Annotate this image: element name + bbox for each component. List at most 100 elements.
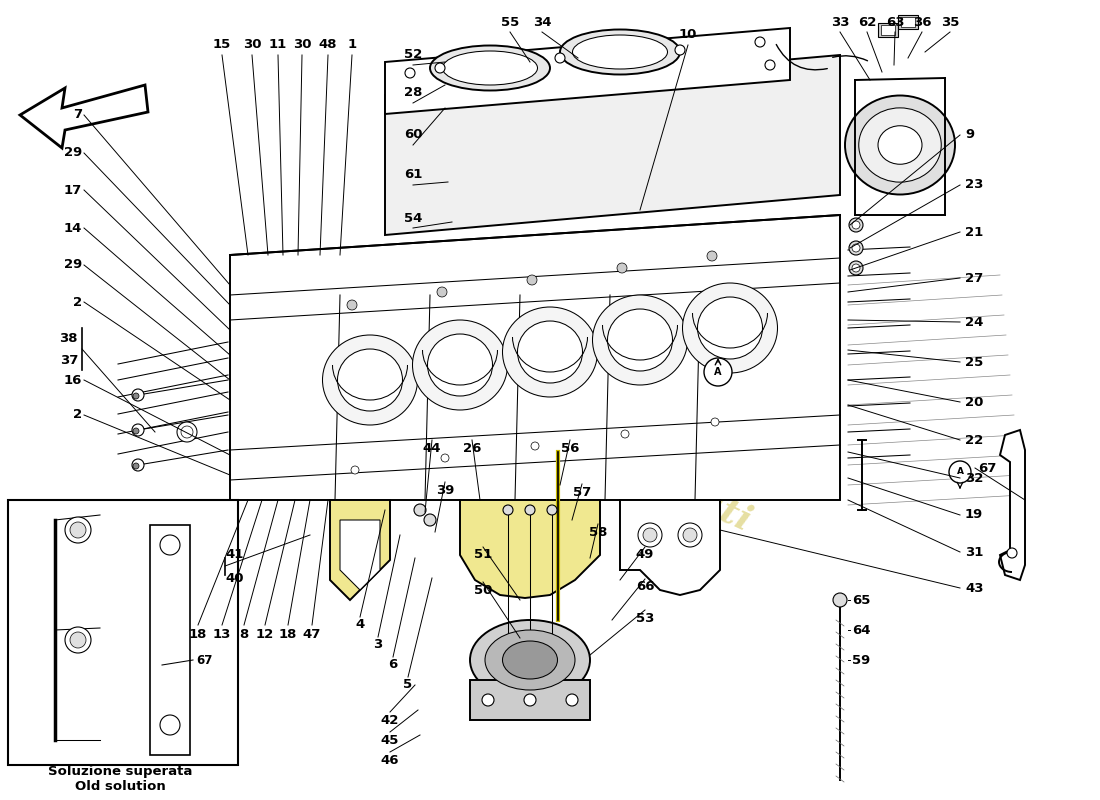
Text: 16: 16 [64,374,82,386]
Text: 15: 15 [213,38,231,51]
Ellipse shape [682,283,778,373]
Circle shape [65,627,91,653]
Ellipse shape [593,295,688,385]
Text: 56: 56 [561,442,580,454]
Text: 3: 3 [373,638,383,651]
Ellipse shape [470,620,590,700]
Text: 47: 47 [302,629,321,642]
Text: 27: 27 [965,271,983,285]
Text: 54: 54 [404,211,422,225]
Text: 29: 29 [64,258,82,271]
Text: 20: 20 [965,395,983,409]
Circle shape [503,505,513,515]
Circle shape [133,428,139,434]
Ellipse shape [845,95,955,194]
Text: 44: 44 [422,442,441,454]
Circle shape [441,454,449,462]
Text: Old solution: Old solution [75,781,165,794]
Bar [901,17,915,27]
Text: 35: 35 [940,15,959,29]
Text: A: A [957,467,964,477]
Circle shape [132,424,144,436]
Circle shape [755,37,764,47]
Ellipse shape [485,630,575,690]
Text: 51: 51 [474,549,492,562]
Text: 67: 67 [978,462,997,474]
Text: 6: 6 [388,658,397,671]
Bar [150,525,190,755]
Text: 24: 24 [965,315,983,329]
Circle shape [852,264,860,272]
Circle shape [949,461,971,483]
Text: 23: 23 [965,178,983,191]
Circle shape [711,418,719,426]
Polygon shape [330,500,390,600]
Circle shape [160,535,180,555]
Text: 12: 12 [256,629,274,642]
Text: 13: 13 [212,629,231,642]
Text: 37: 37 [59,354,78,366]
Circle shape [70,632,86,648]
Bar [470,680,590,720]
Text: 8: 8 [240,629,249,642]
Text: 2: 2 [73,295,82,309]
Text: 66: 66 [636,581,654,594]
Text: 1: 1 [348,38,356,51]
Circle shape [351,466,359,474]
Text: 43: 43 [965,582,983,594]
Text: 18: 18 [189,629,207,642]
Text: 30: 30 [293,38,311,51]
Text: 10: 10 [679,29,697,42]
Text: 22: 22 [965,434,983,446]
Circle shape [524,694,536,706]
Polygon shape [460,500,600,598]
Ellipse shape [503,307,597,397]
Text: 33: 33 [830,15,849,29]
Text: 49: 49 [636,549,654,562]
Polygon shape [385,55,840,235]
Text: 42: 42 [381,714,399,726]
Circle shape [678,523,702,547]
Ellipse shape [503,641,558,679]
Text: A: A [714,367,722,377]
Text: 62: 62 [858,15,877,29]
Text: 65: 65 [852,594,870,606]
Polygon shape [620,500,721,595]
FancyBboxPatch shape [8,500,238,765]
Ellipse shape [322,335,418,425]
Ellipse shape [442,51,538,85]
Text: 48: 48 [319,38,338,51]
Text: 64: 64 [852,623,870,637]
Text: 61: 61 [404,169,422,182]
Ellipse shape [572,35,668,69]
Circle shape [160,715,180,735]
Text: 52: 52 [404,49,422,62]
Circle shape [525,505,535,515]
Circle shape [547,505,557,515]
Text: 5: 5 [404,678,412,691]
Ellipse shape [697,297,762,359]
Text: 14: 14 [64,222,82,234]
Ellipse shape [607,309,672,371]
Circle shape [527,275,537,285]
Circle shape [65,517,91,543]
Ellipse shape [878,126,922,164]
Text: 19: 19 [965,509,983,522]
Polygon shape [385,28,790,114]
Ellipse shape [560,30,680,74]
Circle shape [437,287,447,297]
Text: 26: 26 [463,442,481,454]
Circle shape [566,694,578,706]
Text: 59: 59 [852,654,870,666]
Text: Soluzione superata: Soluzione superata [47,766,192,778]
Circle shape [638,523,662,547]
Circle shape [70,522,86,538]
Bar [881,25,895,35]
Circle shape [849,261,864,275]
Ellipse shape [859,108,942,182]
Text: 55: 55 [500,15,519,29]
Circle shape [704,358,732,386]
Circle shape [833,593,847,607]
Bar [878,23,898,37]
Text: 21: 21 [965,226,983,238]
